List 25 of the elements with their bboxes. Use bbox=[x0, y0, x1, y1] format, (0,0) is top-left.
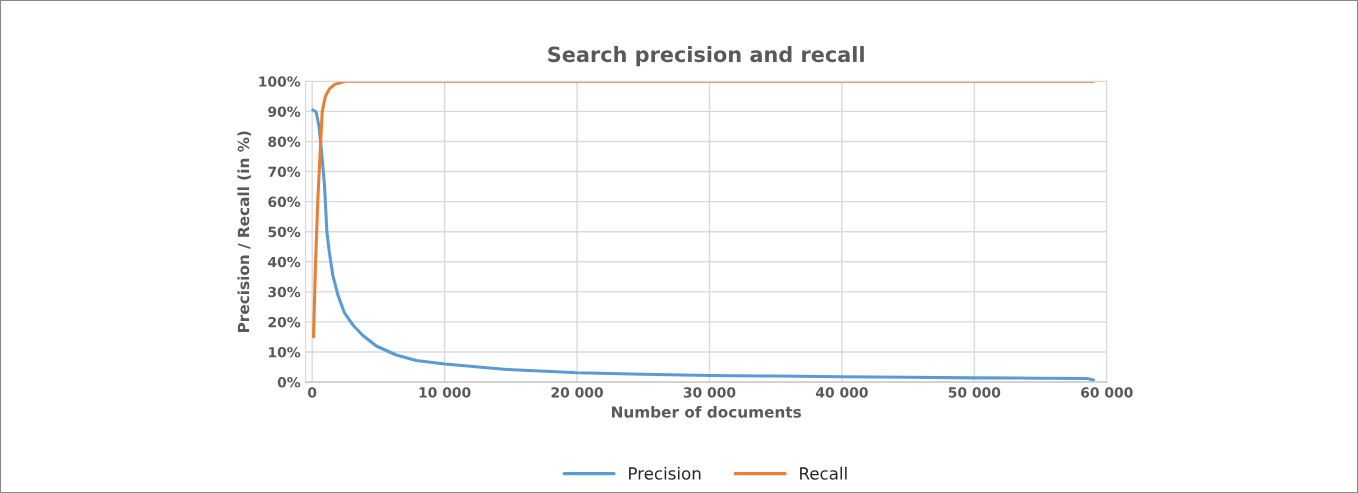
x-tick-label: 50 000 bbox=[948, 387, 1001, 398]
y-axis-title: Precision / Recall (in %) bbox=[237, 131, 252, 332]
x-tick-label: 20 000 bbox=[551, 387, 603, 398]
y-tick-label: 80% bbox=[268, 136, 301, 147]
y-tick-label: 90% bbox=[268, 106, 301, 117]
x-tick-label: 10 000 bbox=[419, 387, 471, 398]
chart-title: Search precision and recall bbox=[548, 46, 864, 67]
y-tick-label: 100% bbox=[259, 76, 301, 87]
y-tick-label: 60% bbox=[268, 196, 301, 208]
line-series bbox=[311, 108, 1096, 382]
y-tick-label: 20% bbox=[268, 316, 301, 328]
line-series bbox=[311, 81, 1096, 339]
legend-label: Recall bbox=[800, 466, 847, 480]
y-tick-label: 0% bbox=[277, 377, 301, 388]
y-tick-label: 40% bbox=[268, 256, 301, 268]
x-tick-label: 60 000 bbox=[1081, 387, 1133, 398]
y-tick-label: 30% bbox=[268, 286, 301, 298]
legend-label: Precision bbox=[629, 466, 701, 480]
x-tick-label: 0 bbox=[308, 387, 317, 398]
x-tick-label: 40 000 bbox=[815, 387, 868, 398]
x-axis-title: Number of documents bbox=[612, 405, 801, 418]
x-tick-label: 30 000 bbox=[683, 387, 736, 398]
y-tick-label: 10% bbox=[269, 346, 301, 358]
y-tick-label: 70% bbox=[268, 166, 301, 178]
y-tick-label: 50% bbox=[268, 226, 301, 238]
